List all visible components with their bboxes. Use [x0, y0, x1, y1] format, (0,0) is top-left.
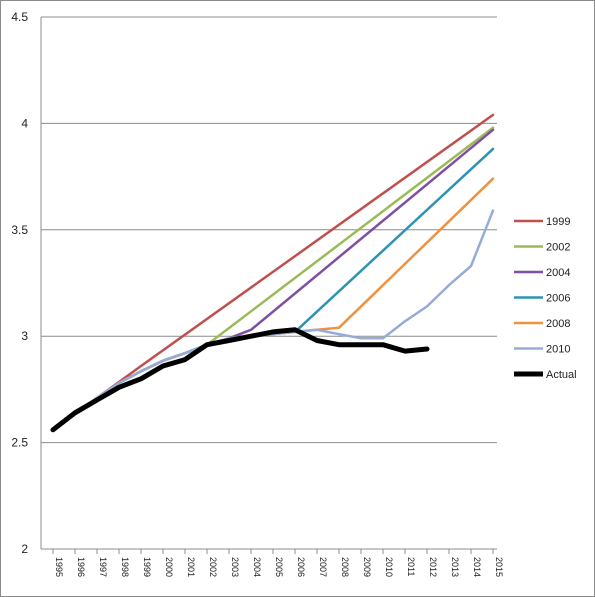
legend-label-2010: 2010: [546, 344, 570, 356]
legend-label-2004: 2004: [546, 267, 570, 279]
x-tick-label: 2002: [208, 557, 218, 577]
y-tick-label: 3: [21, 329, 28, 343]
x-tick-label: 2004: [252, 557, 262, 577]
x-tick-label: 2000: [164, 557, 174, 577]
y-tick-label: 2.5: [11, 436, 28, 450]
y-tick-label: 3.5: [11, 223, 28, 237]
legend-label-2002: 2002: [546, 242, 570, 254]
x-tick-label: 2014: [472, 557, 482, 577]
x-tick-label: 2010: [384, 557, 394, 577]
y-tick-label: 4: [21, 116, 28, 130]
x-tick-label: 2007: [318, 557, 328, 577]
x-tick-label: 1996: [76, 557, 86, 577]
series-line-2008: [51, 177, 495, 432]
x-tick-label: 1997: [98, 557, 108, 577]
x-tick-label: 2012: [428, 557, 438, 577]
x-tick-label: 2001: [186, 557, 196, 577]
x-tick-label: 2006: [296, 557, 306, 577]
x-tick-label: 2008: [340, 557, 350, 577]
x-tick-label: 2015: [494, 557, 504, 577]
x-tick-label: 2013: [450, 557, 460, 577]
y-tick-label: 4.5: [11, 10, 28, 24]
x-tick-label: 1998: [120, 557, 130, 577]
x-tick-label: 2009: [362, 557, 372, 577]
x-tick-label: 2003: [230, 557, 240, 577]
legend-label-2006: 2006: [546, 293, 570, 305]
series-line-actual: [50, 327, 430, 433]
legend-label-actual: Actual: [546, 369, 577, 381]
legend-label-2008: 2008: [546, 318, 570, 330]
legend-label-1999: 1999: [546, 216, 570, 228]
x-tick-label: 2011: [406, 557, 416, 576]
x-tick-label: 1999: [142, 557, 152, 577]
y-tick-label: 2: [21, 542, 28, 556]
x-tick-label: 2005: [274, 557, 284, 577]
x-tick-label: 1995: [54, 557, 64, 577]
